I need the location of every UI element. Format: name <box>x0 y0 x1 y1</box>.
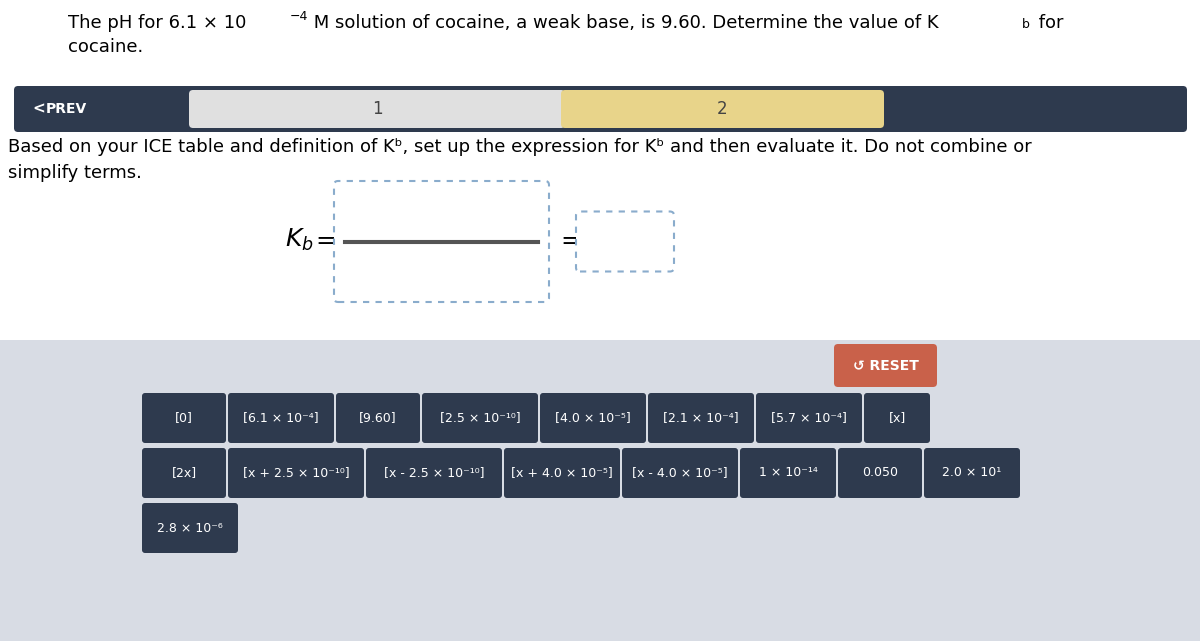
Text: 1 × 10⁻¹⁴: 1 × 10⁻¹⁴ <box>758 467 817 479</box>
FancyBboxPatch shape <box>142 393 226 443</box>
Text: [2.5 × 10⁻¹⁰]: [2.5 × 10⁻¹⁰] <box>439 412 521 424</box>
Text: [4.0 × 10⁻⁵]: [4.0 × 10⁻⁵] <box>556 412 631 424</box>
Text: [6.1 × 10⁻⁴]: [6.1 × 10⁻⁴] <box>244 412 319 424</box>
FancyBboxPatch shape <box>366 448 502 498</box>
FancyBboxPatch shape <box>142 448 226 498</box>
Text: cocaine.: cocaine. <box>68 38 143 56</box>
Text: 1: 1 <box>372 100 383 118</box>
FancyBboxPatch shape <box>576 212 674 272</box>
FancyBboxPatch shape <box>924 448 1020 498</box>
Text: Based on your ICE table and definition of Kᵇ, set up the expression for Kᵇ and t: Based on your ICE table and definition o… <box>8 138 1032 156</box>
Text: M solution of cocaine, a weak base, is 9.60. Determine the value of K: M solution of cocaine, a weak base, is 9… <box>308 14 938 32</box>
Text: PREV: PREV <box>46 102 88 116</box>
Text: 2.8 × 10⁻⁶: 2.8 × 10⁻⁶ <box>157 522 223 535</box>
Text: [x - 4.0 × 10⁻⁵]: [x - 4.0 × 10⁻⁵] <box>632 467 728 479</box>
FancyBboxPatch shape <box>228 393 334 443</box>
Text: simplify terms.: simplify terms. <box>8 164 142 182</box>
Text: <: < <box>32 101 44 117</box>
FancyBboxPatch shape <box>504 448 620 498</box>
Text: $K_b$: $K_b$ <box>286 226 313 253</box>
Text: 0.050: 0.050 <box>862 467 898 479</box>
Text: =: = <box>314 229 336 253</box>
Text: [5.7 × 10⁻⁴]: [5.7 × 10⁻⁴] <box>772 412 847 424</box>
FancyBboxPatch shape <box>228 448 364 498</box>
Text: for: for <box>1033 14 1063 32</box>
FancyBboxPatch shape <box>756 393 862 443</box>
Text: [2x]: [2x] <box>172 467 197 479</box>
FancyBboxPatch shape <box>190 90 565 128</box>
Text: −4: −4 <box>290 10 308 23</box>
Text: 2: 2 <box>718 100 728 118</box>
Text: [x + 2.5 × 10⁻¹⁰]: [x + 2.5 × 10⁻¹⁰] <box>242 467 349 479</box>
FancyBboxPatch shape <box>864 393 930 443</box>
FancyBboxPatch shape <box>540 393 646 443</box>
Text: [2.1 × 10⁻⁴]: [2.1 × 10⁻⁴] <box>664 412 739 424</box>
FancyBboxPatch shape <box>648 393 754 443</box>
FancyBboxPatch shape <box>334 181 550 302</box>
Text: ↺ RESET: ↺ RESET <box>852 358 918 372</box>
Text: 2.0 × 10¹: 2.0 × 10¹ <box>942 467 1002 479</box>
FancyBboxPatch shape <box>142 503 238 553</box>
FancyBboxPatch shape <box>622 448 738 498</box>
FancyBboxPatch shape <box>422 393 538 443</box>
Text: =: = <box>560 229 581 253</box>
Text: b: b <box>1022 18 1030 31</box>
FancyBboxPatch shape <box>838 448 922 498</box>
Text: [x - 2.5 × 10⁻¹⁰]: [x - 2.5 × 10⁻¹⁰] <box>384 467 485 479</box>
Bar <box>0 340 1200 641</box>
FancyBboxPatch shape <box>834 344 937 387</box>
Text: [x + 4.0 × 10⁻⁵]: [x + 4.0 × 10⁻⁵] <box>511 467 613 479</box>
FancyBboxPatch shape <box>740 448 836 498</box>
Text: [0]: [0] <box>175 412 193 424</box>
FancyBboxPatch shape <box>562 90 884 128</box>
FancyBboxPatch shape <box>14 86 1187 132</box>
FancyBboxPatch shape <box>336 393 420 443</box>
Text: [x]: [x] <box>888 412 906 424</box>
Text: [9.60]: [9.60] <box>359 412 397 424</box>
Text: The pH for 6.1 × 10: The pH for 6.1 × 10 <box>68 14 246 32</box>
